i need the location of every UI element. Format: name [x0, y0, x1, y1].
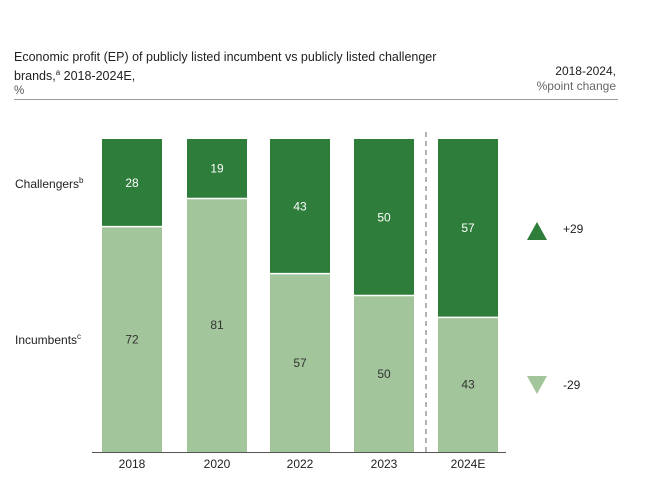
- change-column-header: 2018-2024, %point change: [537, 64, 616, 94]
- unit-label: %: [14, 85, 25, 98]
- x-tick-label-2018: 2018: [119, 457, 146, 471]
- bar-challengers-2024E: [438, 139, 498, 318]
- series-label-challengers: Challengersb: [15, 176, 84, 191]
- header-rule: [14, 99, 618, 100]
- up-triangle-icon: [527, 222, 547, 240]
- data-label-challengers-2022: 43: [293, 199, 307, 213]
- data-label-incumbents-2020: 81: [210, 318, 224, 332]
- series-label-incumbents: Incumbentsc: [15, 332, 81, 347]
- title-line-2: brands,a 2018-2024E,: [14, 68, 136, 84]
- x-tick-label-2020: 2020: [204, 457, 231, 471]
- data-label-challengers-2024E: 57: [461, 221, 475, 235]
- bar-incumbents-2018: [102, 226, 162, 452]
- chart-title: Economic profit (EP) of publicly listed …: [14, 50, 494, 99]
- title-footnote: a: [55, 68, 61, 77]
- bar-challengers-2023: [354, 139, 414, 296]
- bar-incumbents-2022: [270, 273, 330, 452]
- change-header-line-1: 2018-2024,: [555, 64, 616, 78]
- bar-incumbents-2020: [187, 198, 247, 452]
- x-tick-label-2023: 2023: [371, 457, 398, 471]
- change-header-line-2: %point change: [536, 79, 616, 93]
- x-tick-label-2024E: 2024E: [451, 457, 486, 471]
- data-label-incumbents-2024E: 43: [461, 378, 475, 392]
- change-label-challengers: +29: [563, 222, 584, 236]
- change-label-incumbents: -29: [563, 378, 581, 392]
- data-label-challengers-2023: 50: [377, 210, 391, 224]
- bar-challengers-2020: [187, 139, 247, 199]
- bar-incumbents-2024E: [438, 317, 498, 452]
- bar-challengers-2022: [270, 139, 330, 274]
- title-line-1: Economic profit (EP) of publicly listed …: [14, 50, 437, 64]
- bar-incumbents-2023: [354, 295, 414, 452]
- x-tick-label-2022: 2022: [287, 457, 314, 471]
- data-label-incumbents-2018: 72: [125, 332, 139, 346]
- data-label-challengers-2020: 19: [210, 162, 224, 176]
- data-label-incumbents-2022: 57: [293, 356, 307, 370]
- down-triangle-icon: [527, 376, 547, 394]
- bar-challengers-2018: [102, 139, 162, 227]
- data-label-incumbents-2023: 50: [377, 367, 391, 381]
- data-label-challengers-2018: 28: [125, 176, 139, 190]
